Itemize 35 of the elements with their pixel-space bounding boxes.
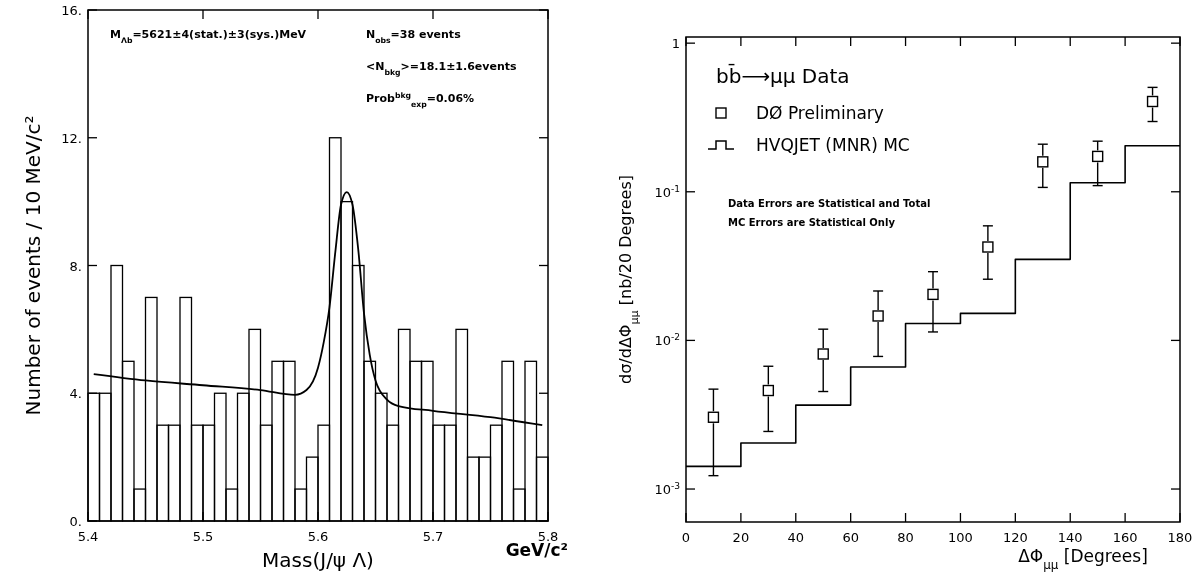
y-tick-label: 12. [61, 130, 82, 146]
x-tick-label: 40 [787, 530, 805, 545]
y-tick-label: 4. [69, 386, 82, 402]
legend-label: DØ Preliminary [756, 103, 884, 123]
x-tick-label: 5.5 [192, 529, 214, 544]
x-tick-label: 5.7 [422, 529, 444, 544]
x-tick-label: 5.4 [77, 529, 99, 544]
x-tick-label: 140 [1057, 530, 1083, 545]
x-tick-label: 60 [842, 530, 859, 545]
annotation: Data Errors are Statistical and Total [728, 198, 931, 209]
x-axis-title: Mass(J/ψ Λ) [262, 548, 374, 572]
x-axis-title: ΔΦ$_{μμ}$ [Degrees] [1018, 546, 1148, 572]
y-tick-label: 10$^{-2}$ [654, 332, 680, 349]
y-tick-label: 10$^{-1}$ [654, 183, 680, 200]
legend-label: HVQJET (MNR) MC [756, 135, 910, 155]
x-tick-label: 120 [1002, 530, 1028, 545]
x-tick-label: 20 [732, 530, 750, 545]
y-tick-label: 10$^{-3}$ [654, 481, 681, 498]
x-tick-label: 5.6 [307, 529, 329, 544]
annotation: MC Errors are Statistical Only [728, 217, 896, 228]
annotation: M$_{Λb}$=5621±4(stat.)±3(sys.)MeV [110, 28, 307, 45]
legend-title: bb̄⟶μμ Data [716, 63, 850, 88]
y-tick-label: 0. [69, 514, 82, 529]
annotation: N$_{obs}$=38 events [366, 28, 462, 45]
x-tick-label: 80 [897, 530, 914, 545]
y-tick-label: 8. [69, 258, 82, 274]
x-tick-label: 0 [681, 530, 691, 545]
y-tick-label: 1 [671, 36, 680, 52]
annotation: <N$_{bkg}$>=18.1±1.6events [366, 60, 518, 77]
y-axis-title: Number of events / 10 MeV/c² [21, 115, 45, 416]
x-tick-label: 180 [1167, 530, 1193, 545]
annotation: Prob$^{bkg}$$_{exp}$=0.06% [366, 90, 475, 109]
x-tick-label: 100 [948, 530, 973, 545]
y-tick-label: 16. [61, 3, 82, 18]
x-tick-label: 160 [1112, 530, 1138, 545]
